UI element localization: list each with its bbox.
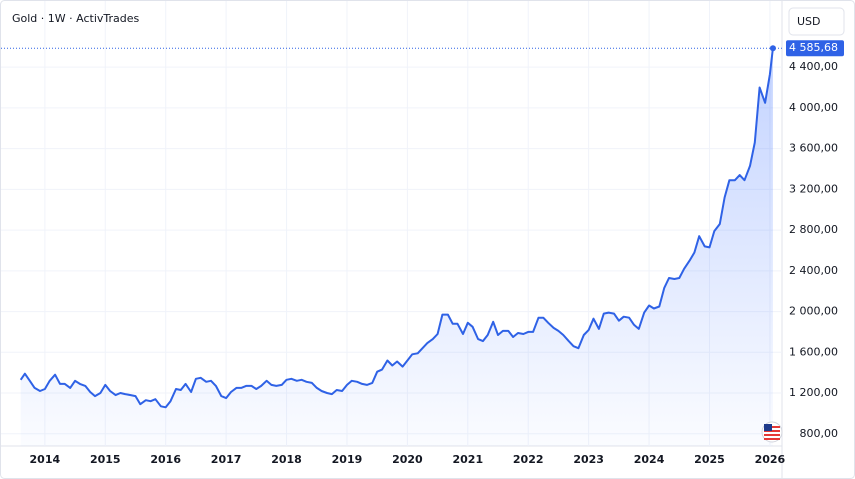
x-tick-label: 2021: [452, 453, 483, 466]
y-tick-label: 1 200,00: [789, 386, 838, 399]
x-tick-label: 2015: [90, 453, 121, 466]
price-line: [19, 48, 774, 409]
y-tick-label: 2 000,00: [789, 305, 838, 318]
x-tick-label: 2016: [150, 453, 181, 466]
x-tick-label: 2018: [271, 453, 302, 466]
chart-title: Gold · 1W · ActivTrades: [12, 12, 140, 25]
y-tick-label: 3 600,00: [789, 142, 838, 155]
y-tick-label: 3 200,00: [789, 182, 838, 195]
x-tick-label: 2022: [513, 453, 544, 466]
last-price-badge: [786, 40, 844, 57]
area-fill: [20, 48, 773, 446]
x-tick-label: 2017: [211, 453, 242, 466]
y-tick-label: 4 400,00: [789, 60, 838, 73]
x-tick-label: 2020: [392, 453, 423, 466]
currency-button[interactable]: [788, 7, 845, 36]
y-tick-label: 2 800,00: [789, 223, 838, 236]
currency-label[interactable]: USD: [797, 15, 821, 28]
x-tick-label: 2024: [634, 453, 665, 466]
last-price-label: 4 585,68: [789, 41, 838, 54]
x-tick-label: 2026: [755, 453, 786, 466]
labels: 800,00 1 200,00 1 600,00 2 000,00 2 400,00 2 …: [30, 40, 844, 466]
x-tick-label: 2014: [30, 453, 61, 466]
plot: [1, 45, 782, 446]
y-tick-label: 4 000,00: [789, 101, 838, 114]
flag-icon: [761, 421, 783, 443]
x-tick-label: 2023: [573, 453, 604, 466]
x-tick-label: 2025: [694, 453, 725, 466]
y-tick-label: 800,00: [800, 427, 839, 440]
y-tick-label: 2 400,00: [789, 264, 838, 277]
x-tick-label: 2019: [332, 453, 363, 466]
y-tick-label: 1 600,00: [789, 345, 838, 358]
last-price-dot: [769, 45, 776, 52]
